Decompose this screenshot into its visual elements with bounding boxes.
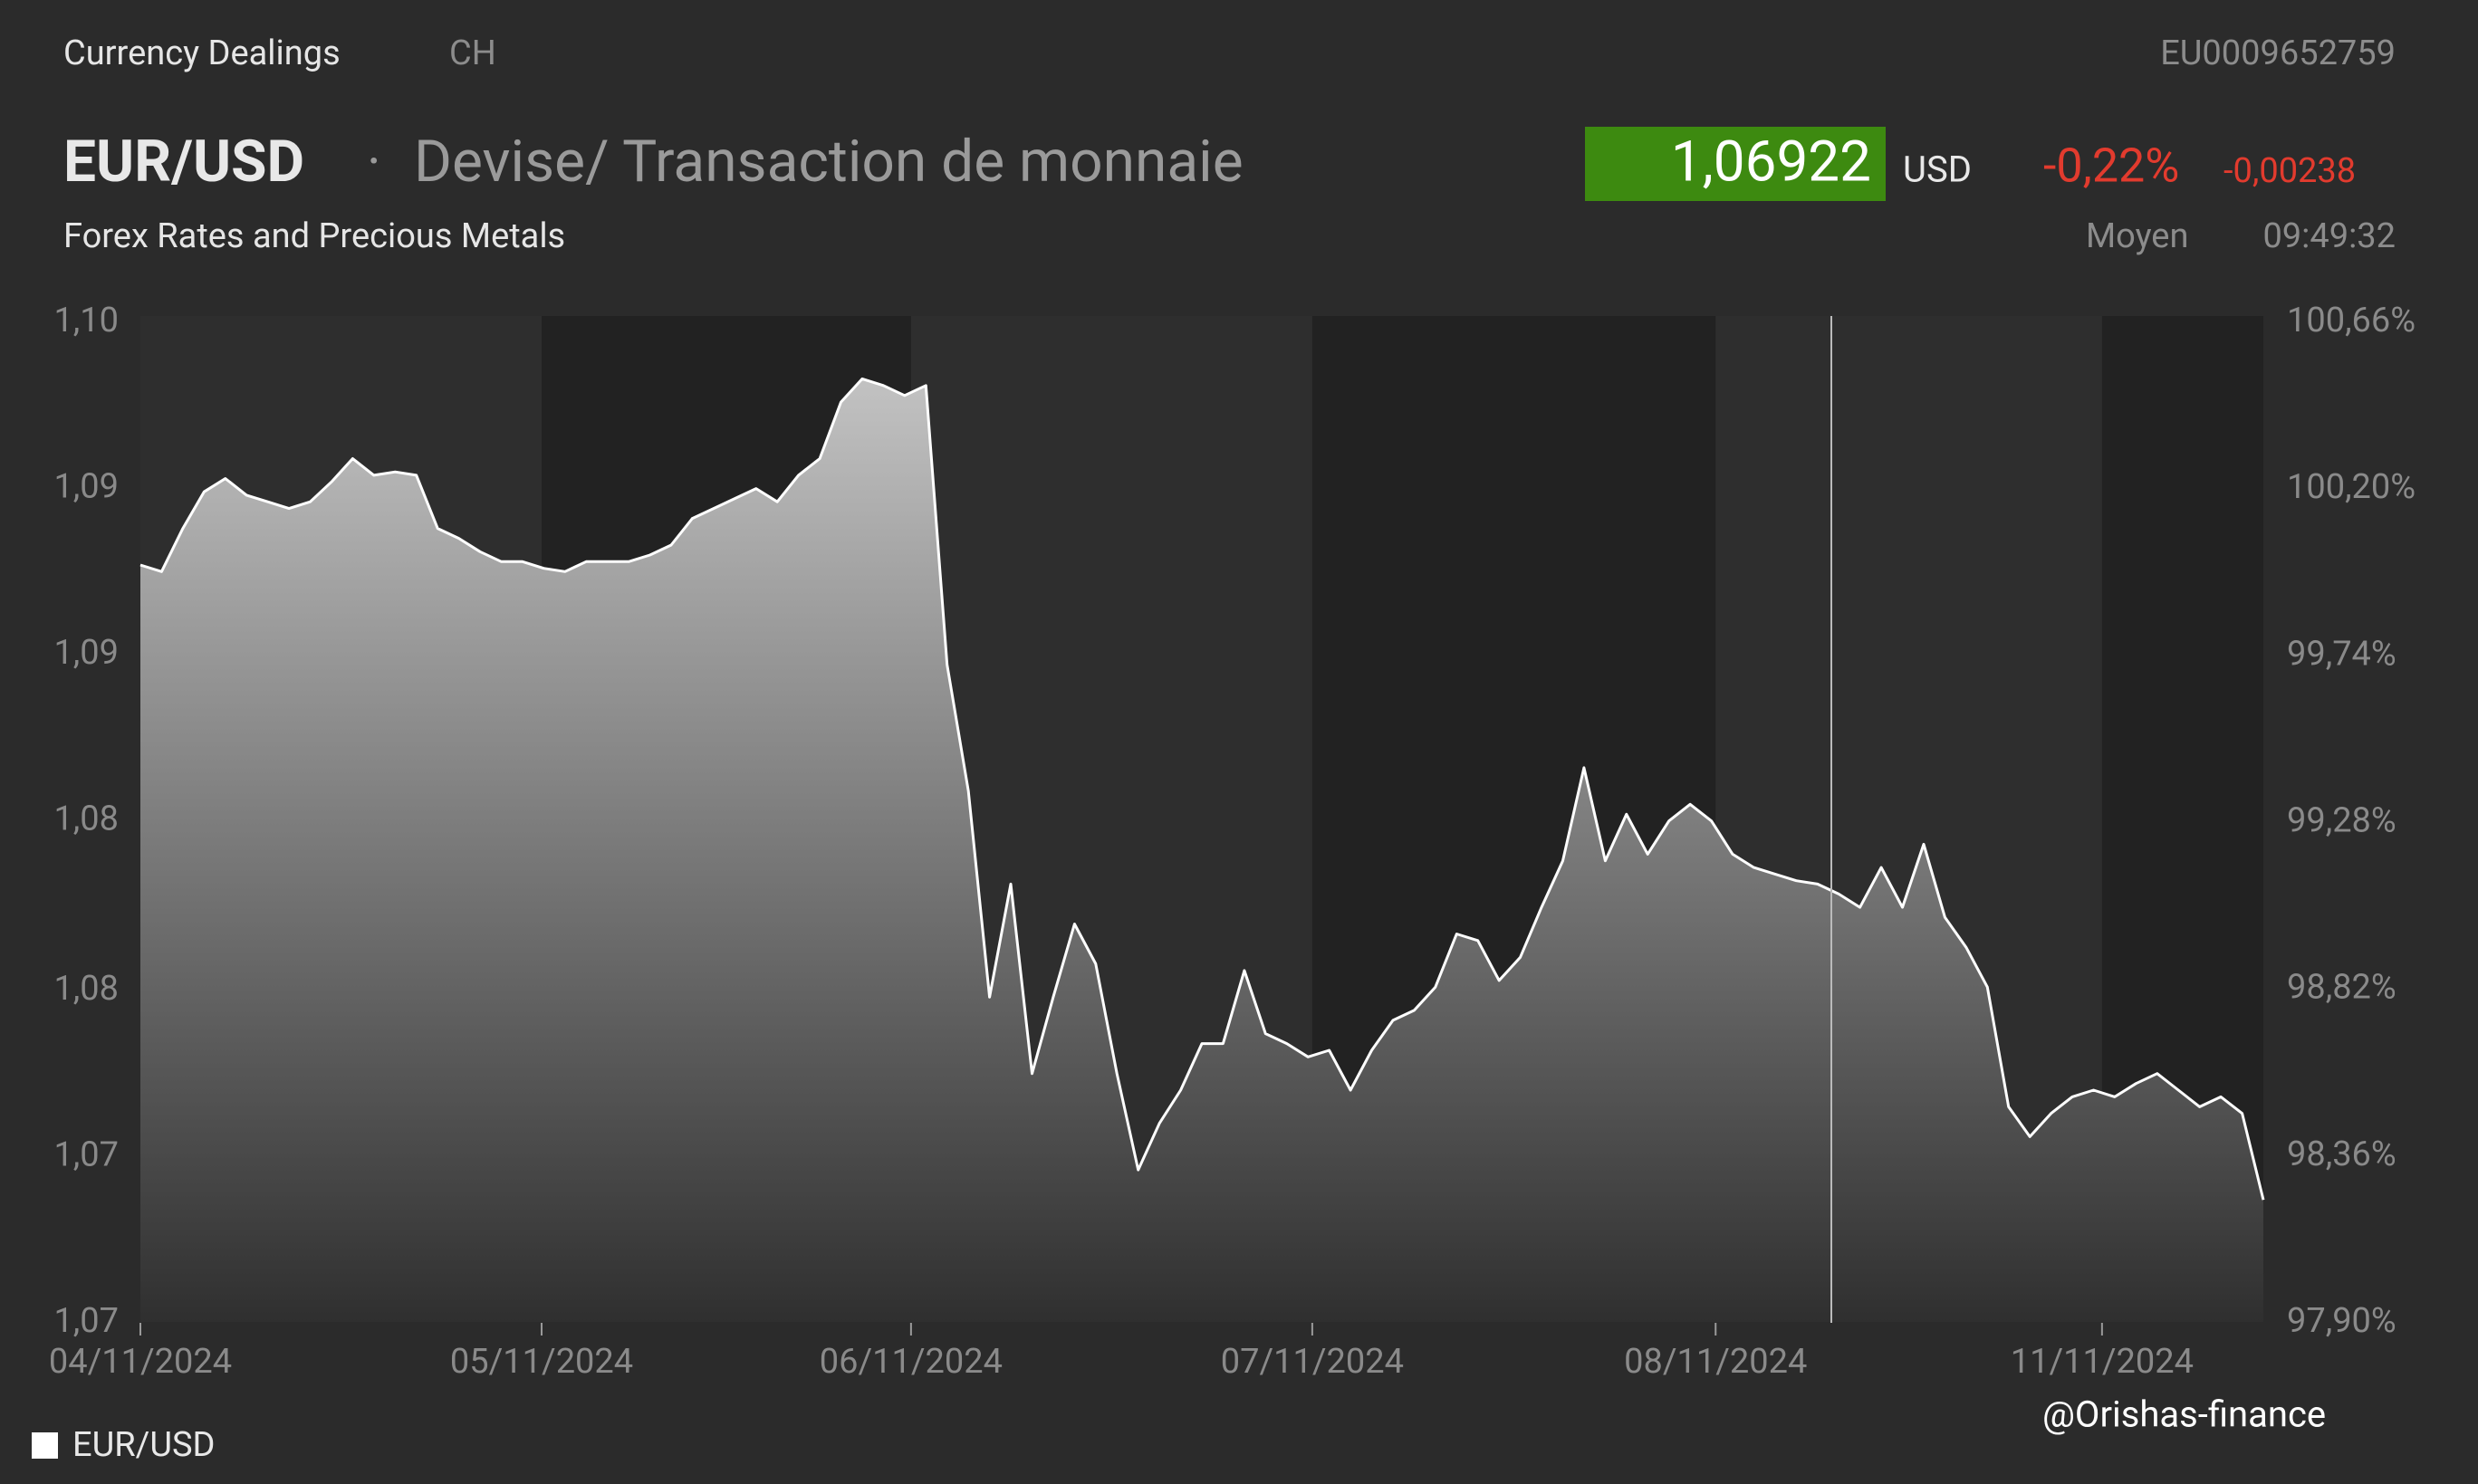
currency: USD <box>1903 148 1972 191</box>
x-tick-label: 07/11/2024 <box>1221 1342 1404 1382</box>
subtitle: Forex Rates and Precious Metals <box>63 216 565 256</box>
y-tick-label: 1,07 <box>53 1135 119 1174</box>
x-tick-label: 11/11/2024 <box>2011 1342 2194 1382</box>
price-box <box>1585 127 1886 201</box>
y2-tick-label: 98,36% <box>2287 1135 2396 1174</box>
description: Devise/ Transaction de monnaie <box>414 128 1244 196</box>
legend-swatch <box>32 1432 58 1459</box>
pair: EUR/USD <box>63 128 304 196</box>
time: 09:49:32 <box>2262 216 2396 256</box>
watermark: @Orishas-finance <box>2042 1393 2326 1436</box>
y2-tick-label: 100,66% <box>2287 301 2416 340</box>
change-abs: -0,00238 <box>2223 151 2356 191</box>
separator: · <box>367 129 381 194</box>
y2-tick-label: 100,20% <box>2287 467 2416 507</box>
change-pct: -0,22% <box>2043 139 2179 194</box>
isin: EU0009652759 <box>2160 34 2396 73</box>
y-tick-label: 1,08 <box>53 799 119 839</box>
y-tick-label: 1,07 <box>53 1301 119 1341</box>
country[interactable]: CH <box>449 34 496 73</box>
price-type: Moyen <box>2086 216 2188 256</box>
price-line <box>139 377 2265 1201</box>
legend-label: EUR/USD <box>72 1425 215 1465</box>
area-fill <box>140 378 2263 1323</box>
section[interactable]: Currency Dealings <box>63 34 341 73</box>
y-tick-label: 1,10 <box>53 301 119 340</box>
y2-tick-label: 99,74% <box>2287 634 2396 674</box>
y-tick-label: 1,09 <box>53 633 119 673</box>
y2-tick-label: 99,28% <box>2287 801 2396 841</box>
y-tick-label: 1,09 <box>53 467 119 507</box>
y-tick-label: 1,08 <box>53 969 119 1009</box>
price: 1,06922 <box>1671 129 1871 195</box>
x-tick-label: 05/11/2024 <box>450 1342 633 1382</box>
x-tick-label: 06/11/2024 <box>820 1342 1003 1382</box>
x-tick-label: 08/11/2024 <box>1624 1342 1807 1382</box>
x-tick-label: 04/11/2024 <box>49 1342 232 1382</box>
y2-tick-label: 98,82% <box>2287 968 2396 1008</box>
y2-tick-label: 97,90% <box>2287 1301 2396 1341</box>
